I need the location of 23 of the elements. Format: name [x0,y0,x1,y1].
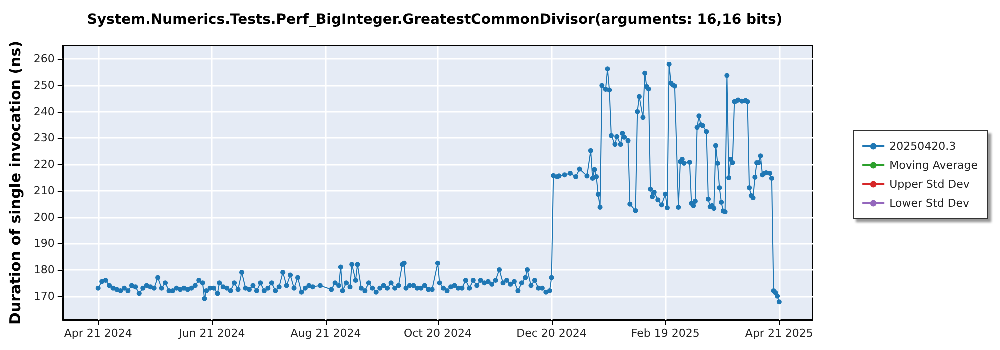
legend-label: Lower Std Dev [890,197,970,210]
legend-label: Upper Std Dev [890,178,970,191]
x-tick-label: Apr 21 2025 [745,327,814,340]
y-tick-label: 190 [34,237,55,250]
legend-label: Moving Average [890,159,978,172]
y-axis-title: Duration of single invocation (ns) [6,41,24,325]
y-tick-label: 250 [34,79,55,92]
x-tick-label: Apr 21 2024 [64,327,132,340]
y-tick-label: 180 [34,263,55,276]
y-tick-label: 170 [34,290,55,303]
legend-label: 20250420.3 [890,140,956,153]
y-tick-label: 220 [34,158,55,172]
y-tick-label: 210 [34,184,55,198]
y-tick-label: 200 [34,210,55,224]
x-tick-label: Dec 20 2024 [516,327,587,340]
y-tick-label: 260 [34,52,55,66]
y-tick-label: 240 [34,105,55,118]
chart-title: System.Numerics.Tests.Perf_BigInteger.GreatestCommonDivisor(arguments: 16,16 bits) [87,12,783,28]
y-tick-label: 230 [34,132,55,145]
x-tick-label: Aug 21 2024 [290,327,362,340]
x-tick-label: Feb 19 2025 [631,327,700,340]
x-tick-label: Jun 21 2024 [178,327,246,340]
x-tick-label: Oct 20 2024 [404,327,472,340]
